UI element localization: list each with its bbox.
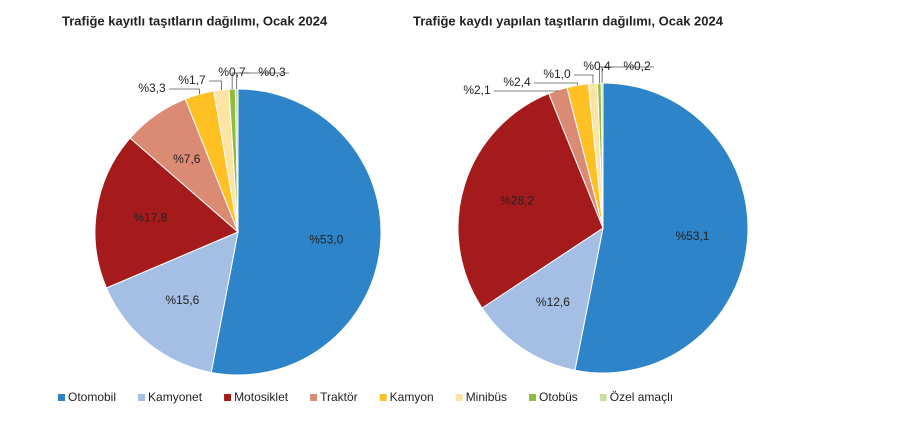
- slice-label: %0,2: [623, 59, 651, 73]
- chart-title: Trafiğe kaydı yapılan taşıtların dağılım…: [413, 13, 724, 28]
- slice-label: %12,6: [536, 295, 570, 309]
- pie-slice: [457, 92, 604, 309]
- legend-label: Motosiklet: [234, 390, 289, 404]
- legend-swatch: [224, 394, 232, 401]
- leader-line: [534, 82, 579, 86]
- slice-label: %7,6: [173, 152, 201, 166]
- pie-slice: [210, 88, 382, 376]
- slice-label: %0,3: [258, 65, 286, 79]
- legend-swatch: [599, 394, 607, 401]
- legend-label: Otomobil: [68, 390, 116, 404]
- slice-label: %2,4: [503, 75, 531, 89]
- legend-swatch: [138, 394, 146, 401]
- legend-label: Traktör: [320, 390, 358, 404]
- legend-label: Minibüs: [466, 390, 507, 404]
- slice-label: %2,1: [463, 83, 491, 97]
- legend-label: Otobüs: [539, 390, 578, 404]
- leader-line: [231, 72, 249, 90]
- leader-line: [209, 80, 222, 90]
- pie-slice: [600, 82, 604, 229]
- legend-label: Kamyon: [390, 390, 434, 404]
- legend-swatch: [455, 394, 463, 401]
- legend-swatch: [379, 394, 387, 401]
- pie-slice: [481, 226, 604, 371]
- slice-label: %53,1: [675, 229, 709, 243]
- legend-label: Özel amaçlı: [610, 390, 673, 404]
- pie-slice: [94, 137, 239, 289]
- legend-swatch: [310, 394, 318, 401]
- legend-swatch: [58, 394, 65, 401]
- slice-label: %0,4: [583, 59, 611, 73]
- slice-label: %17,8: [133, 210, 167, 224]
- leader-line: [494, 90, 559, 92]
- legend-swatch: [529, 394, 537, 401]
- leader-line: [598, 66, 614, 84]
- slice-label: %53,0: [309, 233, 343, 247]
- slice-label: %0,7: [218, 65, 246, 79]
- slice-label: %3,3: [138, 81, 166, 95]
- pie-slice: [574, 82, 749, 374]
- slice-label: %1,0: [543, 67, 571, 81]
- leader-line: [574, 74, 594, 84]
- chart-title: Trafiğe kayıtlı taşıtların dağılımı, Oca…: [62, 13, 328, 28]
- slice-label: %28,2: [500, 193, 534, 207]
- slice-label: %15,6: [165, 293, 199, 307]
- slice-label: %1,7: [178, 73, 206, 87]
- pie-slice: [105, 231, 239, 374]
- leader-line: [169, 88, 200, 95]
- legend-label: Kamyonet: [148, 390, 203, 404]
